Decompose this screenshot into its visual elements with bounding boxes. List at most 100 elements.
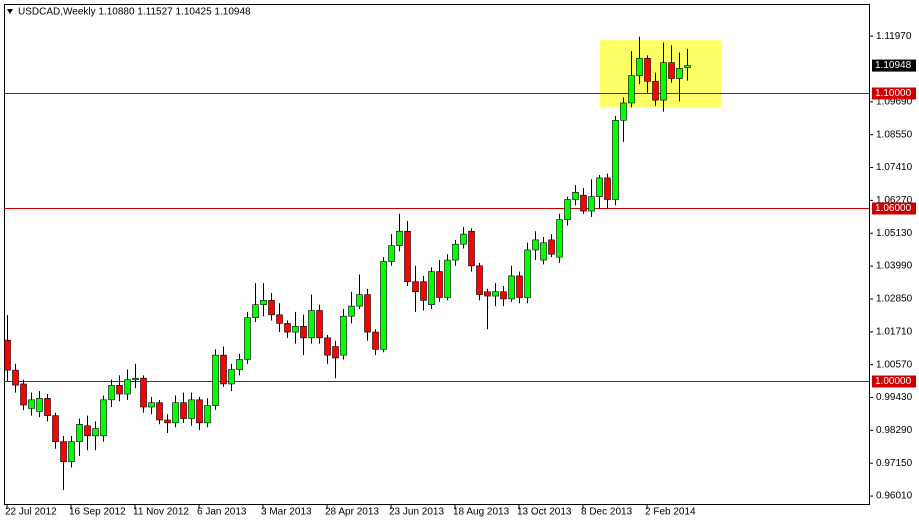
- candle-body: [44, 398, 51, 416]
- y-tick-label: 1.05130: [876, 228, 913, 239]
- candle-body: [420, 281, 427, 301]
- candle-body: [572, 192, 579, 200]
- candle-body: [116, 385, 123, 395]
- y-tick-label: 0.96010: [876, 491, 913, 502]
- candle-body: [284, 323, 291, 333]
- y-tick-label: 1.03990: [876, 261, 913, 272]
- x-tick-label: 18 Aug 2013: [453, 507, 510, 518]
- candle-body: [540, 242, 547, 261]
- candle-body: [612, 119, 619, 200]
- y-tick-label: 0.97150: [876, 458, 913, 469]
- level-label: 1.10000: [875, 88, 912, 99]
- candle-body: [388, 245, 395, 262]
- price-label-box: [872, 59, 916, 72]
- candle-body: [596, 177, 603, 197]
- candle-body: [684, 65, 691, 68]
- candle-body: [580, 194, 587, 212]
- candle-body: [628, 75, 635, 104]
- candle-body: [460, 233, 467, 245]
- x-tick-label: 3 Mar 2013: [261, 507, 312, 518]
- candle-body: [236, 359, 243, 370]
- y-tick-label: 0.98290: [876, 425, 913, 436]
- level-layer: [4, 93, 869, 382]
- candle-body: [500, 291, 507, 300]
- level-label-box: [872, 202, 916, 215]
- candle-body: [484, 291, 491, 297]
- candle-layer: [4, 36, 691, 491]
- candle-body: [268, 300, 275, 316]
- candle-body: [548, 239, 555, 255]
- candle-body: [196, 399, 203, 424]
- candle-body: [316, 310, 323, 339]
- x-tick-label: 11 Nov 2012: [133, 507, 189, 518]
- candle-body: [676, 68, 683, 79]
- candle-body: [100, 399, 107, 437]
- y-tick-label: 1.08550: [876, 129, 913, 140]
- chart-title: USDCAD,Weekly 1.10880 1.11527 1.10425 1.…: [18, 7, 251, 18]
- x-tick-label: 6 Jan 2013: [197, 507, 247, 518]
- candle-body: [436, 271, 443, 298]
- y-tick-label: 1.09690: [876, 96, 913, 107]
- y-tick-label: 1.07410: [876, 162, 913, 173]
- candle-body: [36, 398, 43, 412]
- candle-body: [468, 230, 475, 267]
- level-label: 1.06000: [875, 203, 912, 214]
- symbol-menu-arrow[interactable]: [7, 9, 13, 14]
- price-label: 1.10948: [875, 60, 912, 71]
- candle-body: [588, 196, 595, 212]
- candle-body: [204, 405, 211, 424]
- candle-body: [412, 281, 419, 293]
- candle-body: [4, 339, 11, 371]
- x-tick-label: 16 Sep 2012: [69, 507, 126, 518]
- candle-body: [620, 102, 627, 121]
- candle-body: [124, 379, 131, 395]
- candle-body: [212, 354, 219, 406]
- candle-body: [300, 326, 307, 339]
- candle-body: [12, 369, 19, 386]
- candle-body: [132, 377, 139, 380]
- candle-body: [644, 58, 651, 82]
- candle-body: [492, 291, 499, 297]
- candle-body: [452, 243, 459, 261]
- candle-body: [604, 177, 611, 200]
- candle-body: [660, 62, 667, 101]
- candle-body: [68, 441, 75, 463]
- candle-body: [340, 315, 347, 356]
- candle-body: [108, 385, 115, 401]
- y-tick-label: 1.00570: [876, 359, 913, 370]
- candle-body: [516, 275, 523, 298]
- candle-body: [292, 326, 299, 333]
- candle-body: [156, 402, 163, 421]
- candle-body: [396, 230, 403, 246]
- candle-body: [276, 314, 283, 324]
- candle-body: [348, 305, 355, 317]
- candle-body: [636, 58, 643, 76]
- plot-frame: [4, 4, 870, 505]
- candle-body: [52, 415, 59, 442]
- candle-body: [180, 402, 187, 419]
- axis-layer: 1.11970 1.09690 1.08550 1.07410 1.06270 1.051…: [5, 31, 916, 518]
- candle-body: [364, 294, 371, 333]
- y-tick-label: 1.06270: [876, 195, 913, 206]
- candle-body: [188, 399, 195, 419]
- x-tick-label: 13 Oct 2013: [517, 507, 572, 518]
- y-tick-label: 1.01710: [876, 326, 913, 337]
- candle-body: [140, 377, 147, 408]
- candle-body: [652, 81, 659, 101]
- candle-body: [76, 424, 83, 442]
- x-tick-label: 22 Jul 2012: [5, 507, 57, 518]
- x-tick-label: 28 Apr 2013: [325, 507, 379, 518]
- candle-body: [28, 399, 35, 409]
- candle-body: [428, 271, 435, 306]
- candle-body: [172, 402, 179, 424]
- candle-body: [444, 259, 451, 298]
- candle-body: [260, 300, 267, 306]
- candle-body: [20, 383, 27, 406]
- candle-body: [404, 230, 411, 282]
- y-tick-label: 0.99430: [876, 392, 913, 403]
- candle-body: [92, 428, 99, 437]
- level-label: 1.00000: [875, 376, 912, 387]
- candle-body: [164, 419, 171, 424]
